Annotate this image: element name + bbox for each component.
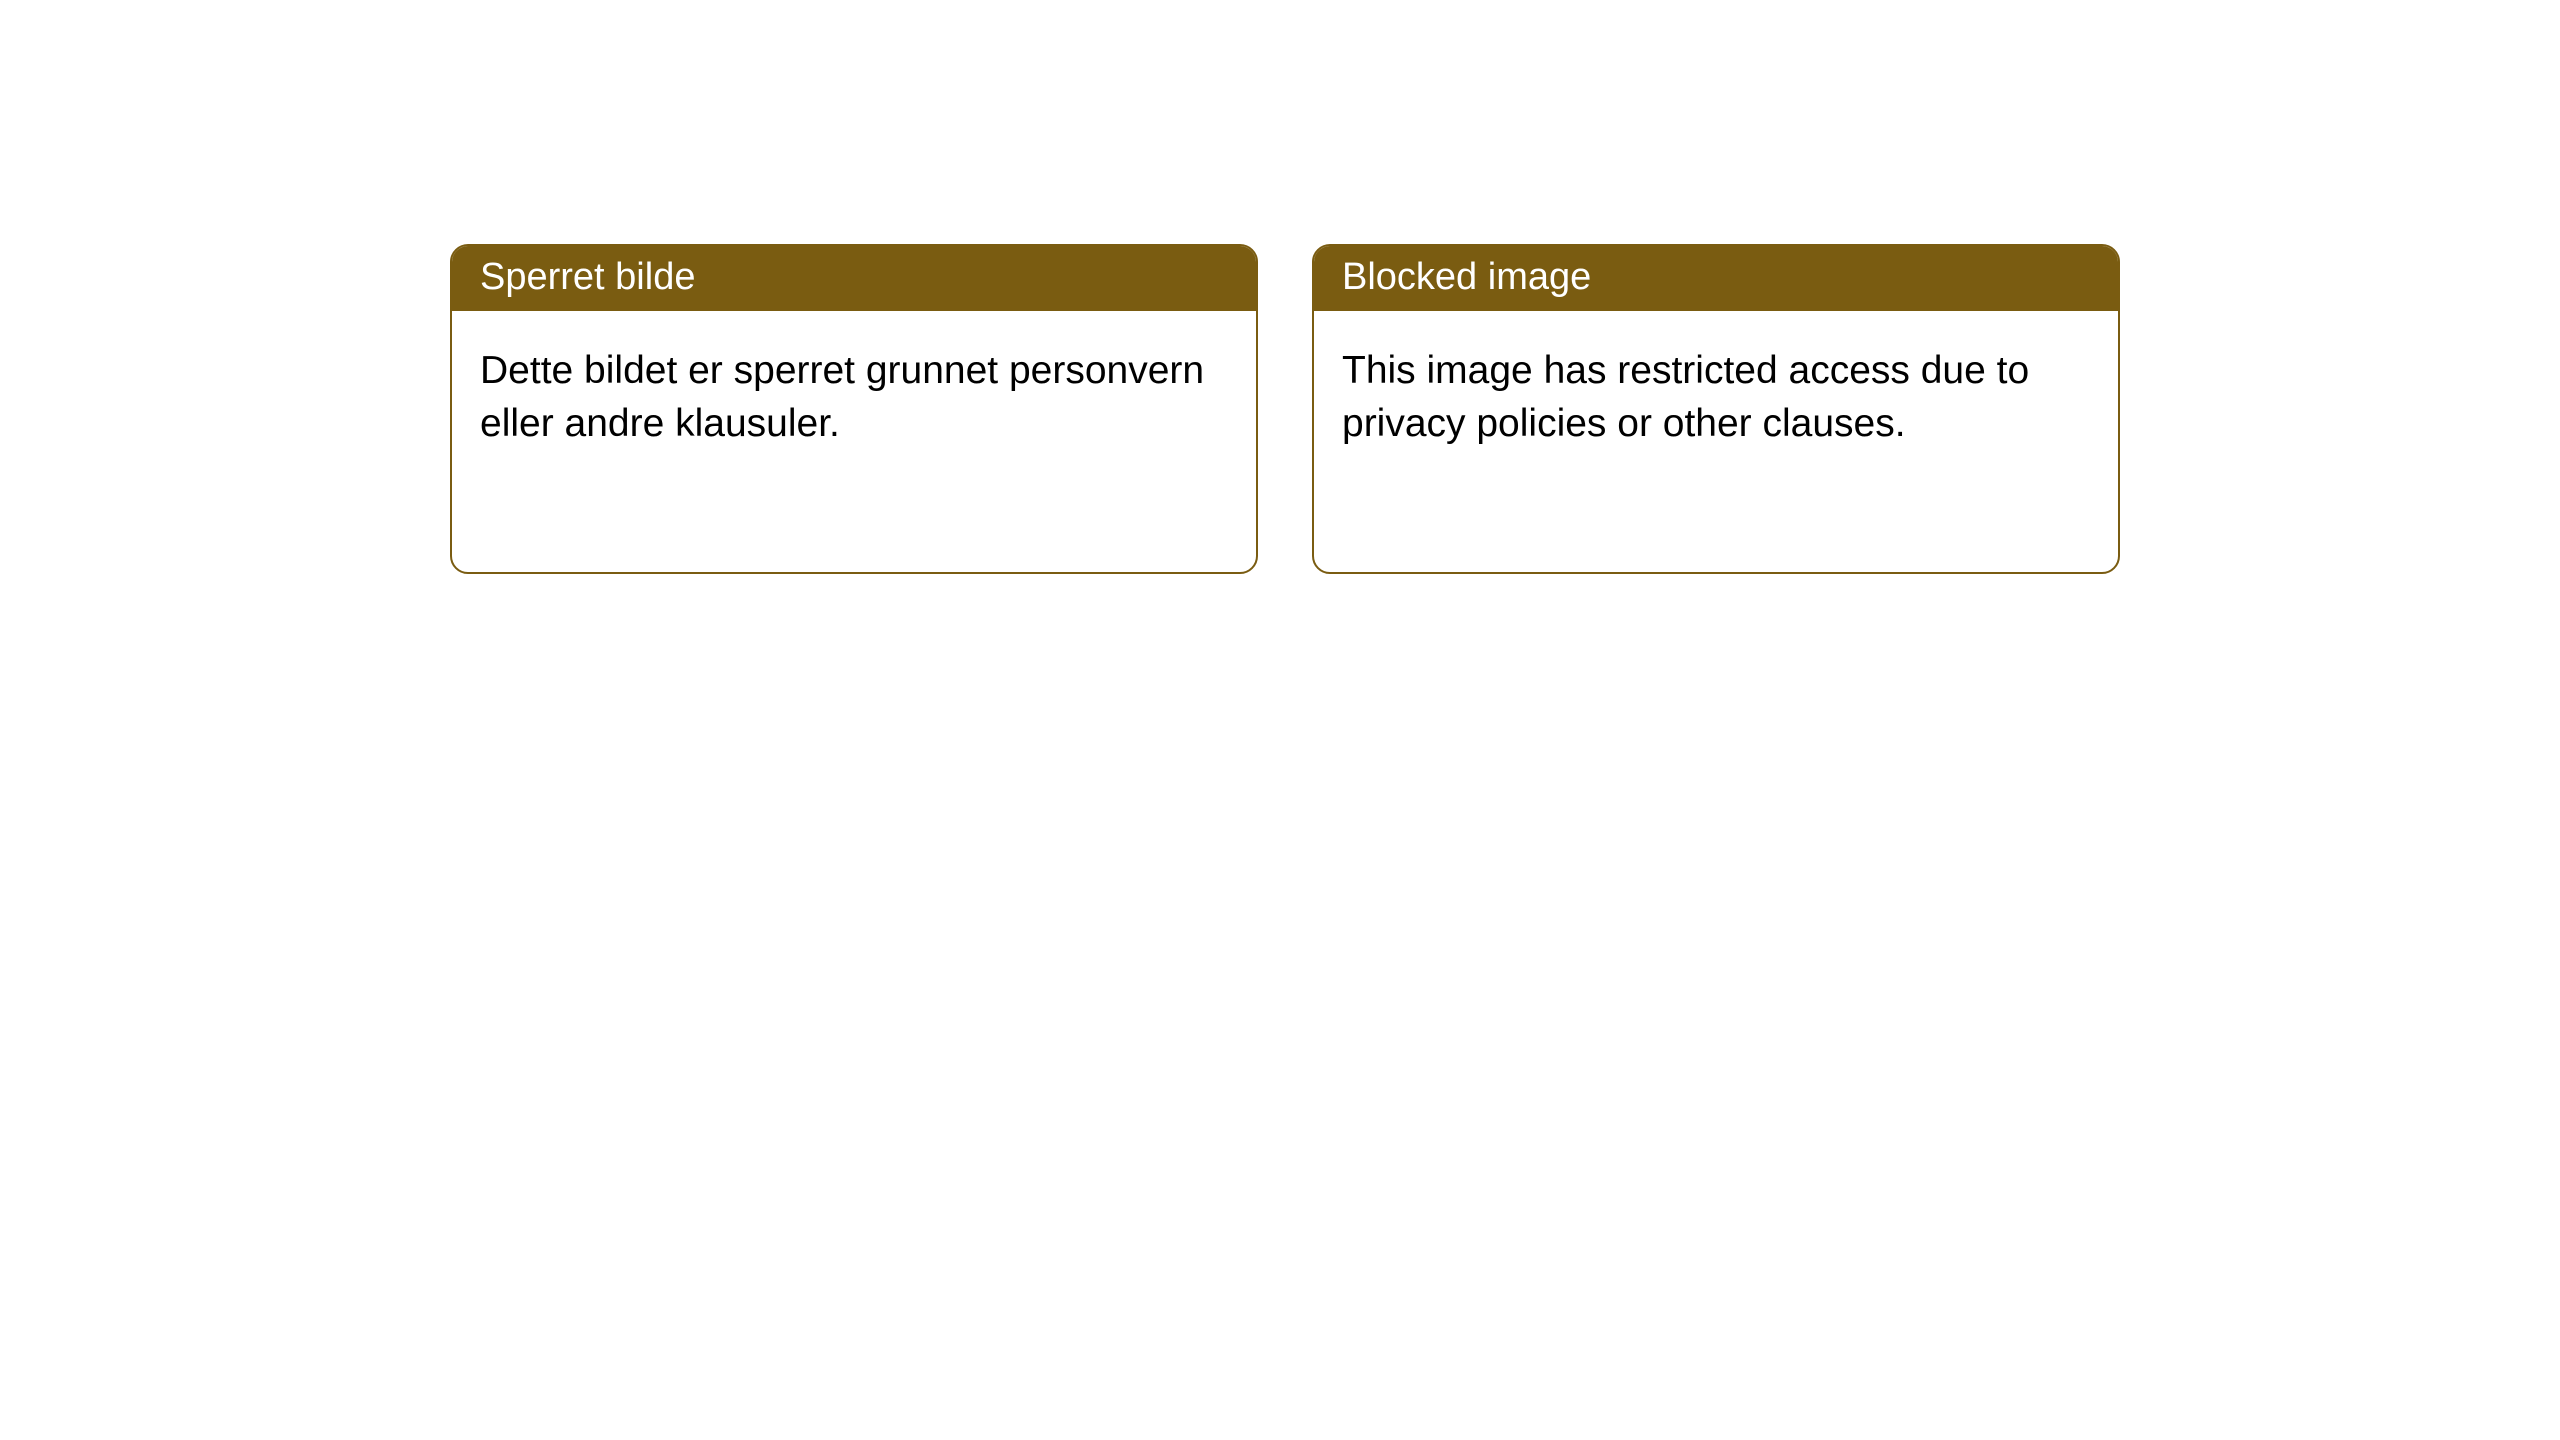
notice-card-english: Blocked image This image has restricted … <box>1312 244 2120 574</box>
card-header-title: Blocked image <box>1314 246 2118 311</box>
notice-card-norwegian: Sperret bilde Dette bildet er sperret gr… <box>450 244 1258 574</box>
card-body-text: This image has restricted access due to … <box>1314 311 2118 478</box>
card-header-title: Sperret bilde <box>452 246 1256 311</box>
card-body-text: Dette bildet er sperret grunnet personve… <box>452 311 1256 478</box>
notice-cards-container: Sperret bilde Dette bildet er sperret gr… <box>450 244 2120 574</box>
